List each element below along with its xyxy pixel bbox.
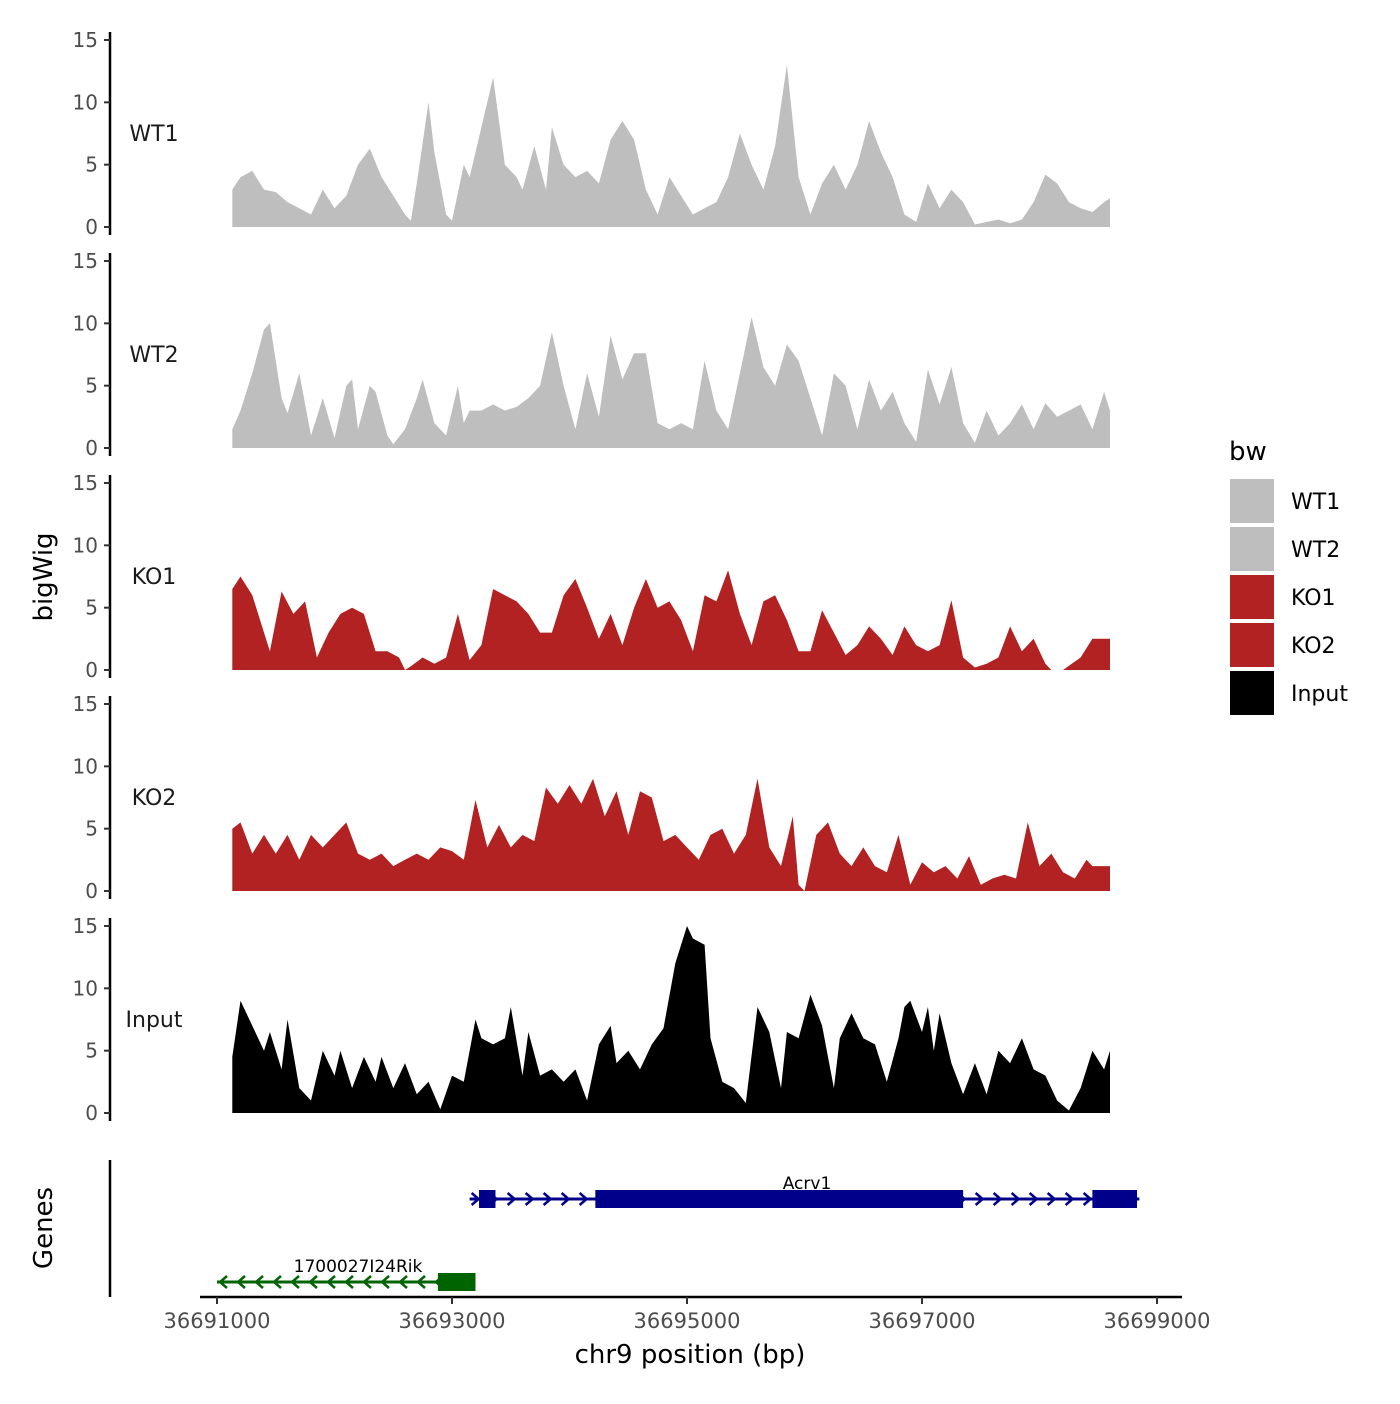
- legend-entry-label: WT1: [1291, 490, 1340, 515]
- x-tick-label: 36691000: [164, 1309, 271, 1333]
- track-label: WT2: [129, 343, 178, 368]
- strand-arrow: [416, 1275, 426, 1289]
- x-tick-label: 36699000: [1104, 1309, 1211, 1333]
- strand-arrow: [542, 1192, 553, 1206]
- strand-arrow: [236, 1275, 246, 1289]
- y-tick-label: 5: [85, 153, 98, 177]
- strand-arrow: [470, 1192, 481, 1206]
- track-label: Input: [126, 1008, 183, 1033]
- track-label: WT1: [129, 122, 178, 147]
- strand-arrow: [974, 1192, 985, 1206]
- legend-swatch-wt2: [1230, 527, 1274, 571]
- x-axis-label: chr9 position (bp): [575, 1340, 806, 1370]
- strand-arrow: [524, 1192, 535, 1206]
- y-tick-label: 5: [85, 1039, 98, 1063]
- gene-exon: [628, 1191, 887, 1207]
- y-tick-label: 15: [73, 28, 98, 52]
- series-area-input: [232, 926, 1111, 1113]
- strand-arrow: [290, 1275, 300, 1289]
- track-input: 0 5 10 15 Input: [73, 914, 1111, 1125]
- legend-swatch-ko1: [1230, 575, 1274, 619]
- y-tick-label: 5: [85, 817, 98, 841]
- legend-entry-label: KO1: [1291, 586, 1336, 611]
- strand-arrow: [1064, 1192, 1075, 1206]
- track-label: KO1: [132, 565, 177, 590]
- legend-title: bw: [1229, 437, 1267, 467]
- gene-label: Acrv1: [783, 1174, 832, 1194]
- track-ko1: 0 5 10 15 KO1: [73, 471, 1111, 682]
- strand-arrow: [254, 1275, 264, 1289]
- legend-swatch-ko2: [1230, 623, 1274, 667]
- y-tick-label: 5: [85, 374, 98, 398]
- genes-track: Acrv1 1700027I24Rik: [108, 1160, 1140, 1297]
- legend-swatch-input: [1230, 671, 1274, 715]
- gene-1700027i24rik: 1700027I24Rik: [217, 1257, 476, 1291]
- gene-exon: [479, 1190, 496, 1208]
- legend-swatch-wt1: [1230, 479, 1274, 523]
- y-tick-label: 10: [73, 90, 98, 114]
- y-tick-label: 10: [73, 533, 98, 557]
- track-wt2: 0 5 10 15 WT2: [73, 249, 1111, 460]
- y-tick-label: 15: [73, 692, 98, 716]
- track-label: KO2: [132, 786, 177, 811]
- strand-arrow: [1028, 1192, 1039, 1206]
- y-tick-label: 15: [73, 471, 98, 495]
- gene-exon: [437, 1273, 476, 1291]
- strand-arrow: [380, 1275, 390, 1289]
- strand-arrow: [362, 1275, 372, 1289]
- y-tick-label: 10: [73, 976, 98, 1000]
- series-area-wt1: [232, 64, 1111, 228]
- x-tick-label: 36697000: [869, 1309, 976, 1333]
- strand-arrow: [344, 1275, 354, 1289]
- strand-arrow: [1082, 1192, 1093, 1206]
- y-tick-label: 10: [73, 311, 98, 335]
- legend-entry-label: Input: [1291, 682, 1348, 707]
- strand-arrow: [218, 1275, 228, 1289]
- strand-arrow: [578, 1192, 589, 1206]
- series-area-ko1: [232, 570, 1111, 670]
- y-axis-label: bigWig: [29, 532, 59, 621]
- legend: bw WT1 WT2 KO1 KO2 Input: [1229, 437, 1348, 715]
- genes-panel-label: Genes: [29, 1187, 59, 1269]
- series-area-ko2: [232, 778, 1111, 891]
- y-tick-label: 15: [73, 914, 98, 938]
- x-tick-label: 36695000: [634, 1309, 741, 1333]
- strand-arrow: [272, 1275, 282, 1289]
- bigwig-tracks: 0 5 10 15 WT1 0 5 10 15 WT2 0 5 10 15 KO1 0 5 10 15 KO2 0 5 10…: [73, 28, 1111, 1125]
- track-ko2: 0 5 10 15 KO2: [73, 692, 1111, 903]
- series-area-wt2: [232, 317, 1111, 448]
- strand-arrow: [560, 1192, 571, 1206]
- y-tick-label: 10: [73, 754, 98, 778]
- strand-arrow: [398, 1275, 408, 1289]
- gene-exon: [1092, 1190, 1138, 1208]
- y-tick-label: 0: [85, 879, 98, 903]
- strand-arrow: [308, 1275, 318, 1289]
- x-axis: 36691000 36693000 36695000 36697000 36699000: [164, 1295, 1211, 1333]
- gene-label: 1700027I24Rik: [294, 1257, 423, 1277]
- strand-arrow: [1046, 1192, 1057, 1206]
- strand-arrow: [1010, 1192, 1021, 1206]
- y-tick-label: 5: [85, 596, 98, 620]
- y-tick-label: 0: [85, 658, 98, 682]
- y-tick-label: 0: [85, 1101, 98, 1125]
- track-wt1: 0 5 10 15 WT1: [73, 28, 1111, 239]
- strand-arrow: [326, 1275, 336, 1289]
- legend-entry-label: WT2: [1291, 538, 1340, 563]
- strand-arrow: [992, 1192, 1003, 1206]
- x-tick-label: 36693000: [399, 1309, 506, 1333]
- y-tick-label: 0: [85, 215, 98, 239]
- y-tick-label: 15: [73, 249, 98, 273]
- gene-acrv1: Acrv1: [469, 1174, 1140, 1208]
- strand-arrow: [506, 1192, 517, 1206]
- y-tick-label: 0: [85, 436, 98, 460]
- legend-entry-label: KO2: [1291, 634, 1336, 659]
